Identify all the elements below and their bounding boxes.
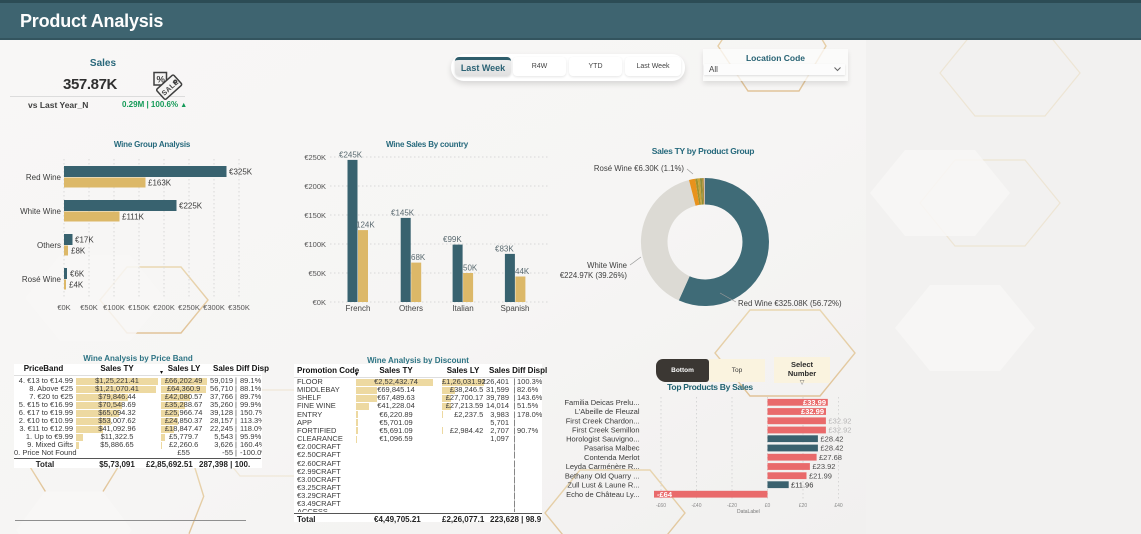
svg-text:-£40: -£40	[691, 503, 701, 509]
svg-text:Horologist Sauvigno...: Horologist Sauvigno...	[566, 434, 639, 443]
svg-text:Wine Group Analysis: Wine Group Analysis	[114, 140, 191, 149]
svg-text:€150K: €150K	[128, 303, 150, 312]
svg-text:€0K: €0K	[313, 298, 326, 307]
svg-text:£11.96: £11.96	[791, 480, 813, 489]
svg-text:Sales TY by Product Group: Sales TY by Product Group	[652, 146, 755, 156]
svg-text:€250K: €250K	[178, 303, 200, 312]
svg-text:L'Abeille de Fleuzal: L'Abeille de Fleuzal	[575, 407, 640, 416]
svg-text:-£64: -£64	[657, 490, 673, 499]
svg-text:£111K: £111K	[122, 213, 145, 222]
svg-text:Red Wine: Red Wine	[26, 173, 62, 182]
svg-text:€50K: €50K	[80, 303, 98, 312]
svg-text:€145K: €145K	[391, 209, 415, 218]
svg-text:Rosé Wine €6.30K (1.1%): Rosé Wine €6.30K (1.1%)	[594, 164, 685, 173]
svg-text:Rosé Wine: Rosé Wine	[22, 275, 62, 284]
svg-text:£23.92: £23.92	[813, 462, 836, 471]
svg-text:Others: Others	[37, 241, 61, 250]
svg-text:£0: £0	[765, 503, 771, 509]
svg-text:White Wine: White Wine	[587, 261, 627, 270]
svg-text:Red Wine €325.08K (56.72%): Red Wine €325.08K (56.72%)	[738, 299, 842, 308]
svg-text:£32.92: £32.92	[829, 426, 852, 435]
svg-text:French: French	[346, 304, 371, 313]
svg-text:124K: 124K	[356, 221, 375, 230]
svg-text:Pasarisa Malbec: Pasarisa Malbec	[584, 444, 640, 453]
svg-text:£28.42: £28.42	[821, 434, 844, 443]
svg-text:DataLabel: DataLabel	[737, 509, 760, 515]
svg-text:First Creek Semillon: First Creek Semillon	[572, 426, 640, 435]
svg-text:44K: 44K	[515, 267, 530, 276]
svg-text:£32.92: £32.92	[829, 417, 852, 426]
svg-text:Familia Deicas Prelu...: Familia Deicas Prelu...	[564, 398, 639, 407]
svg-text:Wine Sales By country: Wine Sales By country	[386, 140, 469, 149]
svg-text:€300K: €300K	[203, 303, 225, 312]
svg-text:Echo de Château Ly...: Echo de Château Ly...	[566, 490, 639, 499]
svg-text:€200K: €200K	[153, 303, 175, 312]
svg-text:€6K: €6K	[70, 270, 85, 279]
svg-text:€350K: €350K	[228, 303, 250, 312]
svg-text:£20: £20	[799, 503, 808, 509]
svg-text:€250K: €250K	[304, 153, 326, 162]
svg-text:Bethany Old Quarry ...: Bethany Old Quarry ...	[565, 471, 640, 480]
svg-text:€224.97K (39.26%): €224.97K (39.26%)	[560, 271, 628, 280]
svg-text:€150K: €150K	[304, 211, 326, 220]
svg-text:€200K: €200K	[304, 182, 326, 191]
svg-text:%: %	[157, 75, 166, 86]
svg-text:£32.99: £32.99	[801, 407, 824, 416]
svg-text:First Creek Chardon...: First Creek Chardon...	[566, 417, 640, 426]
svg-text:-£20: -£20	[727, 503, 737, 509]
svg-text:€83K: €83K	[495, 245, 514, 254]
svg-text:Zull Lust & Laune R...: Zull Lust & Laune R...	[567, 480, 639, 489]
svg-text:Italian: Italian	[452, 304, 473, 313]
svg-text:€225K: €225K	[179, 202, 203, 211]
svg-text:£28.42: £28.42	[821, 444, 844, 453]
svg-text:-£60: -£60	[656, 503, 666, 509]
svg-text:£8K: £8K	[71, 247, 86, 256]
svg-text:50K: 50K	[463, 264, 478, 273]
svg-text:White Wine: White Wine	[20, 207, 61, 216]
svg-text:€245K: €245K	[339, 151, 363, 160]
svg-text:£163K: £163K	[148, 179, 172, 188]
svg-text:€100K: €100K	[103, 303, 125, 312]
svg-text:68K: 68K	[411, 253, 426, 262]
svg-text:Leyda Carménère R...: Leyda Carménère R...	[566, 462, 640, 471]
svg-text:£4K: £4K	[69, 281, 84, 290]
svg-text:Spanish: Spanish	[501, 304, 530, 313]
svg-text:Contenda Merlot: Contenda Merlot	[584, 453, 640, 462]
svg-text:£40: £40	[834, 503, 843, 509]
svg-text:£21.99: £21.99	[809, 471, 832, 480]
svg-text:€325K: €325K	[229, 168, 253, 177]
svg-text:€50K: €50K	[308, 269, 326, 278]
svg-text:£27.68: £27.68	[819, 453, 842, 462]
svg-text:€17K: €17K	[75, 236, 94, 245]
svg-text:€100K: €100K	[304, 240, 326, 249]
svg-text:€99K: €99K	[443, 235, 462, 244]
svg-text:€0K: €0K	[57, 303, 70, 312]
svg-text:Others: Others	[399, 304, 423, 313]
svg-text:£33.99: £33.99	[803, 398, 826, 407]
